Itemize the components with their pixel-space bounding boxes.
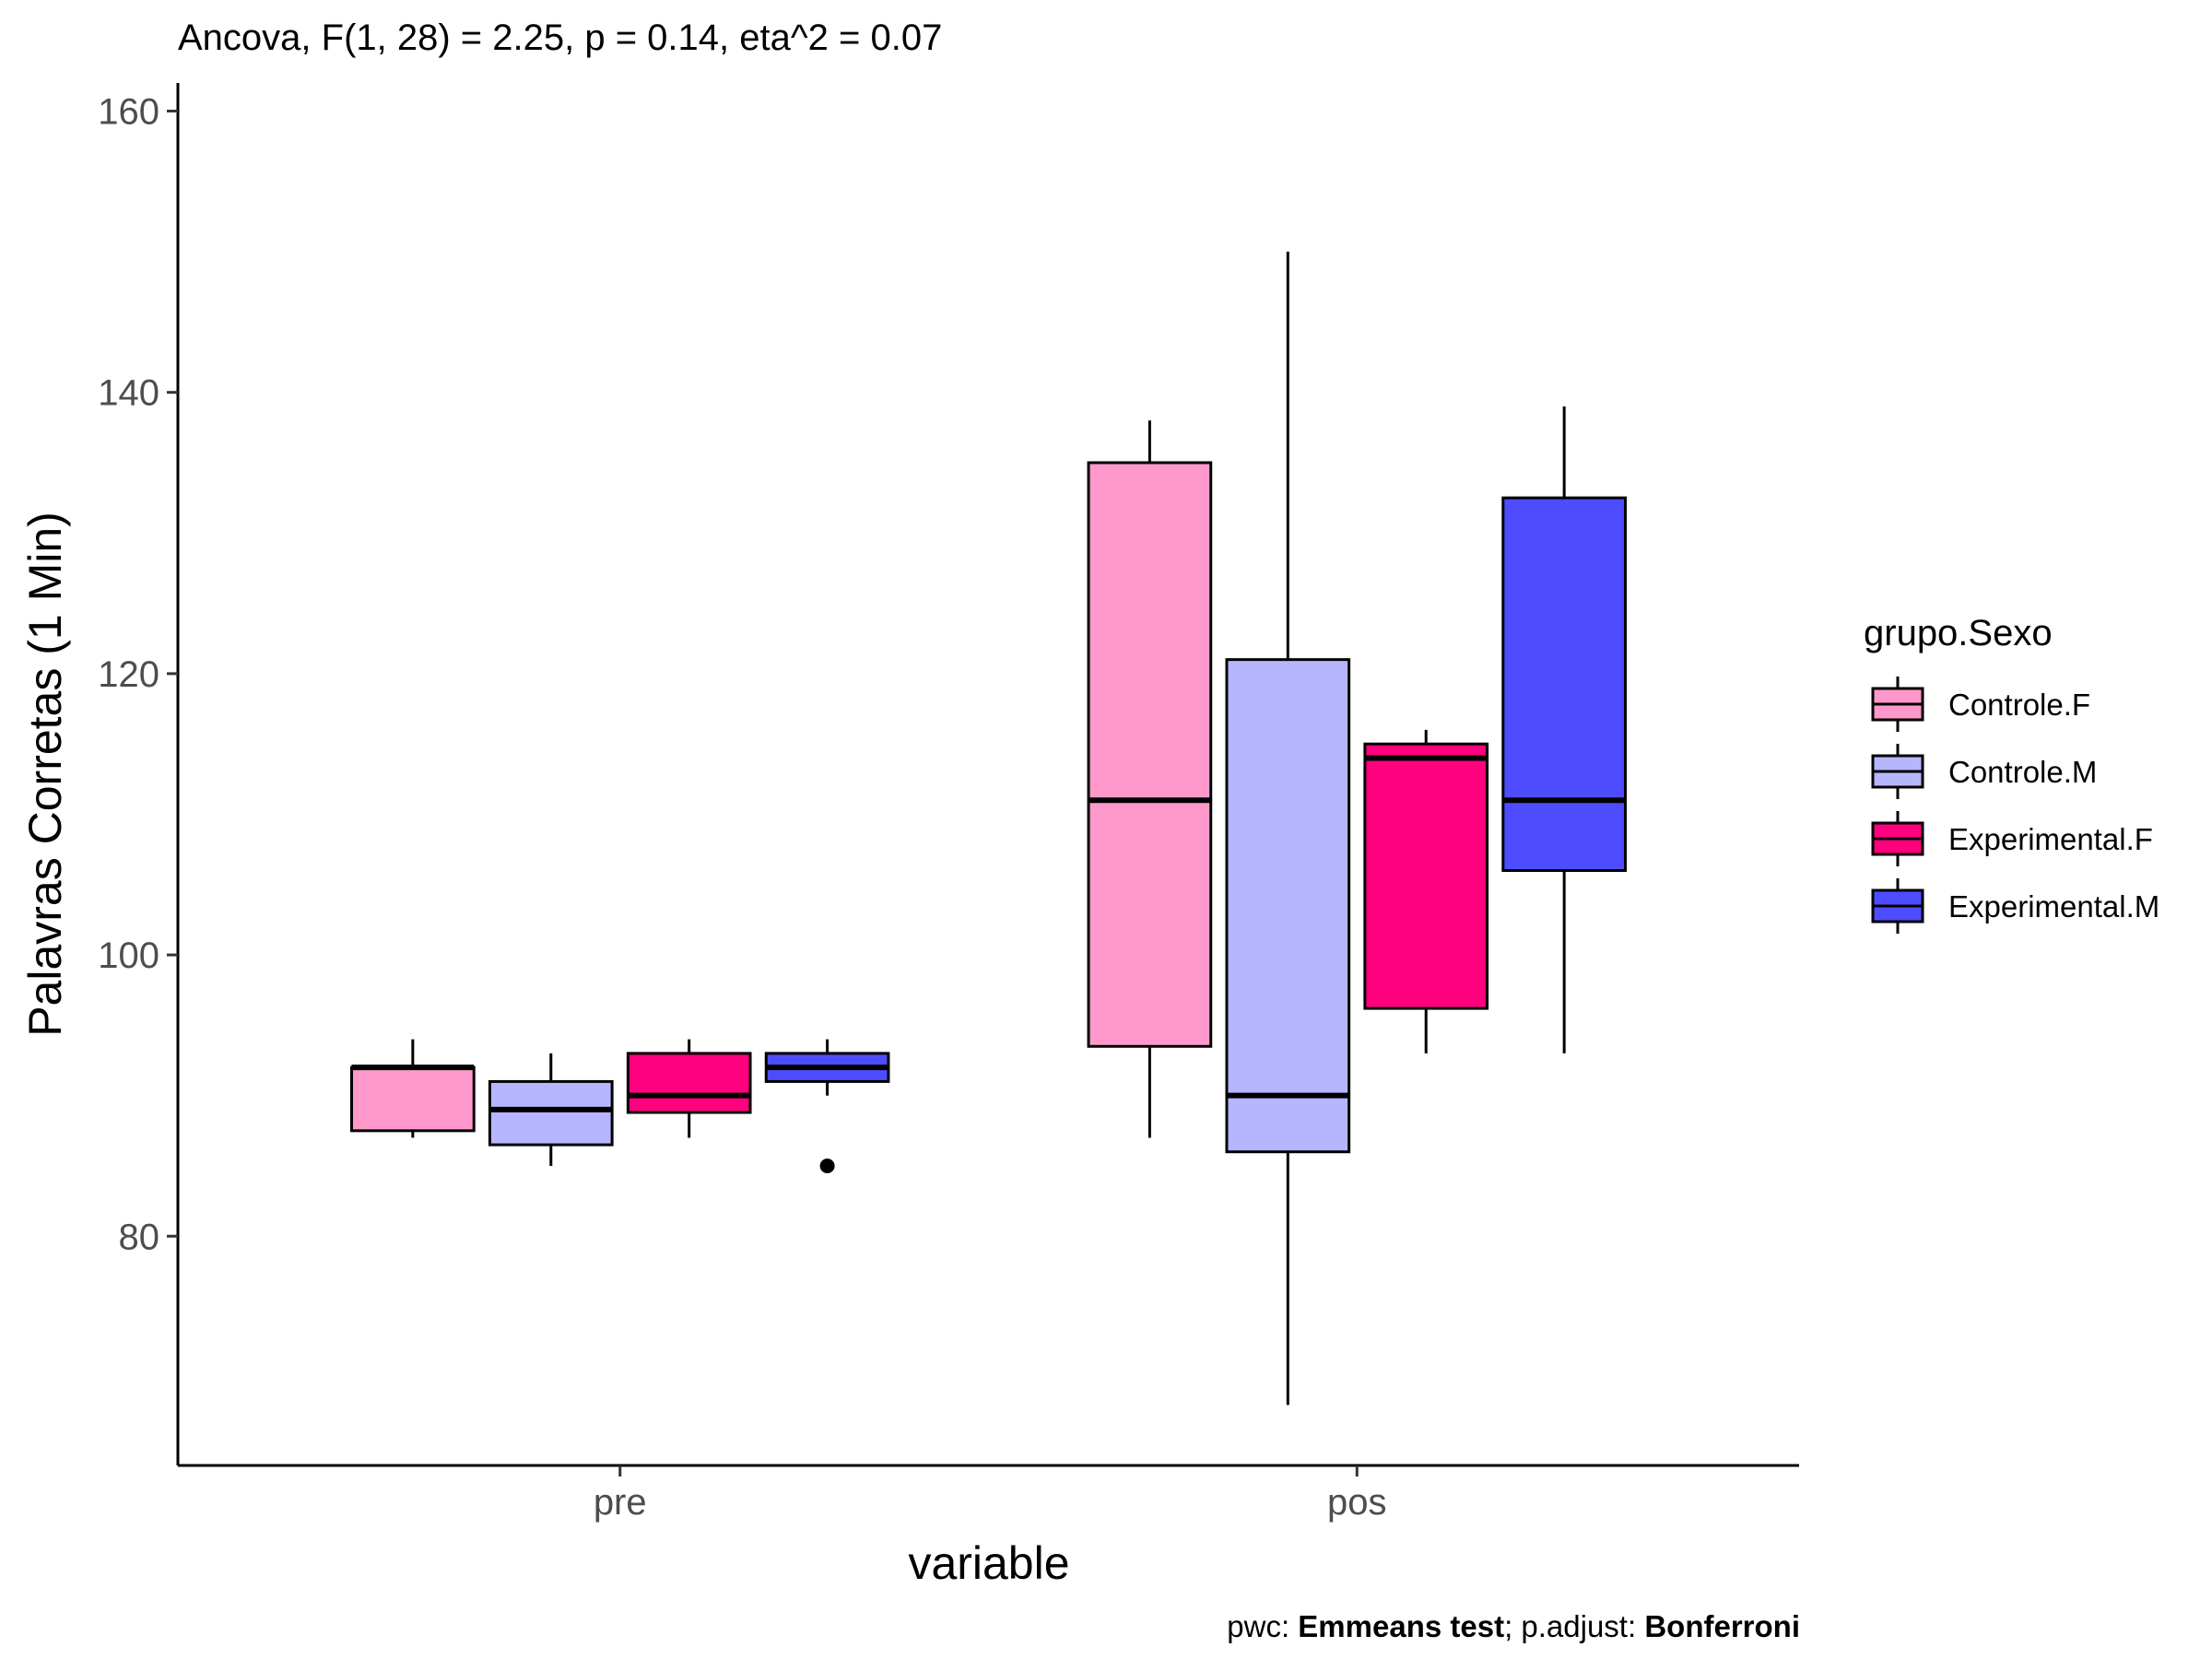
box-controle-f-pos (1087, 420, 1213, 1138)
box-controle-m-pos (1225, 252, 1351, 1406)
outlier-point (819, 1158, 835, 1173)
box-body (1087, 461, 1213, 1048)
box-controle-f-pre (350, 1039, 476, 1138)
plot-area: 80 100 120 140 160 pre pos (98, 83, 1799, 1523)
caption: pwc: Emmeans test; p.adjust: Bonferroni (1227, 1609, 1800, 1643)
box-controle-m-pre (488, 1053, 614, 1166)
box-body (1501, 496, 1627, 873)
box-body (350, 1065, 476, 1133)
x-tick-label: pre (594, 1482, 647, 1523)
box-experimental-m-pos (1501, 406, 1627, 1053)
legend-item-label: Controle.F (1948, 688, 2090, 722)
legend-title: grupo.Sexo (1864, 613, 2053, 653)
y-tick-label: 140 (98, 373, 159, 414)
legend-item-label: Experimental.M (1948, 889, 2159, 924)
legend-item-experimental-m: Experimental.M (1871, 878, 2159, 934)
caption-adjust: Bonferroni (1644, 1609, 1800, 1643)
y-tick-label: 160 (98, 92, 159, 133)
box-body (1225, 658, 1351, 1154)
legend: grupo.Sexo Controle.F Controle.M Experimen… (1864, 613, 2159, 934)
box-body (1363, 742, 1489, 1010)
box-body (626, 1052, 752, 1114)
x-axis-ticks: pre pos (594, 1465, 1387, 1523)
legend-item-experimental-f: Experimental.F (1871, 811, 2153, 866)
y-tick-label: 120 (98, 654, 159, 695)
legend-item-label: Experimental.F (1948, 822, 2153, 856)
caption-method: Emmeans test (1298, 1609, 1504, 1643)
y-axis-label: Palavras Corretas (1 Min) (19, 512, 71, 1037)
box-body (488, 1079, 614, 1147)
y-axis-ticks: 80 100 120 140 160 (98, 92, 178, 1257)
legend-items: Controle.F Controle.M Experimental.F Experi… (1871, 677, 2159, 934)
caption-middle: ; p.adjust: (1504, 1609, 1644, 1643)
caption-prefix: pwc: (1227, 1609, 1298, 1643)
box-experimental-m-pre (764, 1039, 890, 1173)
chart-title: Ancova, F(1, 28) = 2.25, p = 0.14, eta^2… (178, 18, 942, 58)
legend-item-label: Controle.M (1948, 755, 2097, 789)
box-experimental-f-pos (1363, 729, 1489, 1053)
legend-item-controle-m: Controle.M (1871, 744, 2097, 799)
y-tick-label: 100 (98, 935, 159, 976)
y-tick-label: 80 (119, 1217, 160, 1257)
x-tick-label: pos (1327, 1482, 1387, 1523)
box-experimental-f-pre (626, 1039, 752, 1138)
box-groups (350, 252, 1627, 1406)
legend-item-controle-f: Controle.F (1871, 677, 2090, 732)
x-axis-label: variable (908, 1537, 1069, 1589)
